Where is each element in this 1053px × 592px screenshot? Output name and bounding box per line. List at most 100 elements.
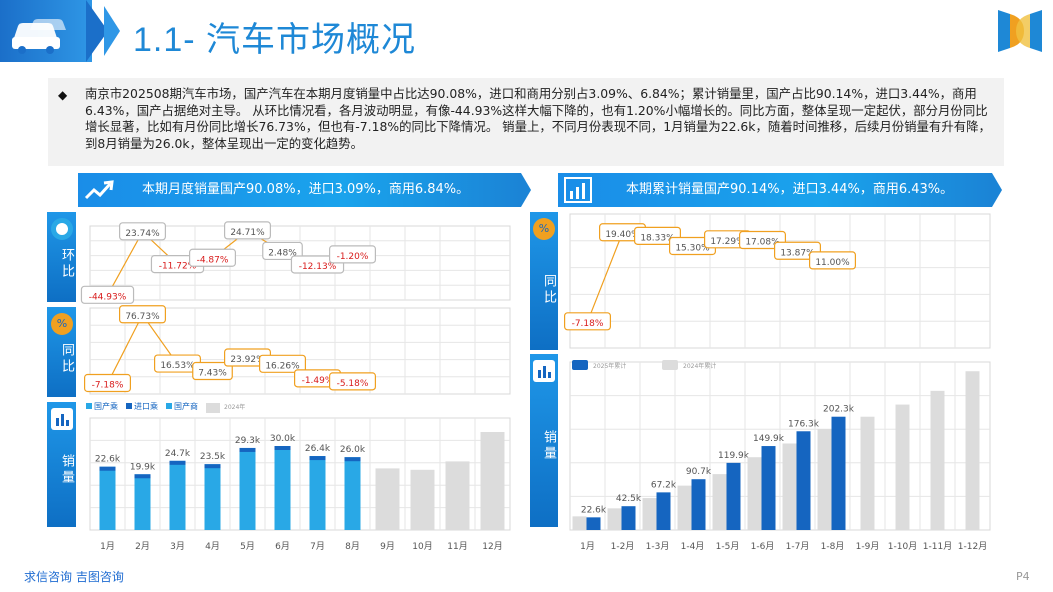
cum-bar-2024 — [572, 516, 587, 530]
x-tick-label: 1月 — [580, 541, 595, 552]
legend-label: 国产乘 — [94, 401, 118, 411]
cum-bar-2024 — [817, 429, 832, 530]
monthly-bar-label: 23.5k — [200, 452, 226, 462]
tongbi-chart-badge — [83, 373, 131, 393]
monthly-bar — [99, 466, 116, 530]
brand-logo — [994, 4, 1046, 60]
tab-xiaoliang-right: 销量 — [530, 354, 558, 527]
monthly-bar-label: 26.4k — [305, 444, 331, 454]
header-chevron — [86, 0, 108, 62]
x-tick-label: 1-9月 — [856, 541, 880, 552]
monthly-bar-top — [239, 447, 256, 452]
monthly-bar — [274, 446, 291, 530]
bar-chart-icon — [51, 408, 73, 430]
huanbi-chart-badge — [329, 245, 377, 264]
cum-tongbi-chart-label: 13.87% — [780, 248, 815, 258]
legend-label: 2024年累计 — [683, 362, 716, 370]
monthly-bar — [239, 447, 256, 530]
cum-bar-2025 — [831, 416, 846, 530]
tongbi-chart-label: 16.26% — [265, 361, 300, 371]
tongbi-chart-label: 76.73% — [125, 312, 160, 322]
legend-swatch — [572, 360, 588, 370]
tab-xiaoliang: 销量 — [47, 402, 76, 527]
cum-bar-label: 176.3k — [788, 419, 820, 429]
tongbi-chart-badge — [329, 372, 377, 391]
cum-tongbi-chart-badge — [773, 241, 821, 260]
monthly-bar — [344, 457, 361, 530]
cum-bar-label: 149.9k — [753, 434, 785, 444]
monthly-bar-label: 26.0k — [340, 445, 366, 455]
percent-icon: % — [51, 313, 73, 335]
cum-bar-2024 — [712, 474, 727, 530]
x-tick-label: 7月 — [310, 541, 325, 552]
huanbi-chart-label: -11.72% — [159, 262, 197, 272]
cum-bar-2025 — [761, 446, 776, 530]
right-banner: 本期累计销量国产90.14%，进口3.44%，商用6.43%。 — [558, 173, 992, 207]
tongbi-chart-label: 16.53% — [160, 361, 195, 371]
cum-bar-label: 119.9k — [718, 451, 750, 461]
monthly-bar-top — [99, 466, 116, 471]
legend-swatch — [126, 403, 132, 409]
huanbi-chart-label: 23.74% — [125, 229, 160, 239]
huanbi-chart-label: -12.13% — [299, 262, 337, 272]
legend-swatch — [86, 403, 92, 409]
summary-text: 南京市202508期汽车市场，国产汽车在本期月度销量中占比达90.08%，进口和… — [85, 86, 991, 151]
trend-up-icon — [84, 180, 114, 200]
left-banner: 本期月度销量国产90.08%，进口3.09%，商用6.84%。 — [78, 173, 521, 207]
banner-tail — [992, 173, 1002, 207]
tab-label: 环比 — [59, 248, 74, 280]
huanbi-chart-badge — [224, 221, 272, 240]
monthly-bar — [134, 474, 151, 530]
monthly-bar — [204, 464, 221, 530]
cum-tongbi-chart-badge — [738, 230, 786, 250]
tongbi-chart-label: -1.49% — [302, 376, 334, 386]
cum-tongbi-chart-label: 18.33% — [640, 233, 675, 243]
tab-tongbi: % 同比 — [47, 307, 76, 397]
left-banner-text: 本期月度销量国产90.08%，进口3.09%，商用6.84%。 — [142, 182, 470, 197]
tab-tongbi-right: % 同比 — [530, 212, 558, 350]
bar-chart-icon — [533, 360, 555, 382]
legend-label: 2024年 — [224, 403, 245, 411]
cum-bar-2025 — [656, 492, 671, 530]
tongbi-chart-badge — [192, 361, 233, 381]
cum-bar-2025 — [726, 462, 741, 530]
x-tick-label: 1-4月 — [681, 541, 705, 552]
x-tick-label: 3月 — [170, 541, 185, 552]
cum-bar-label: 67.2k — [651, 480, 677, 490]
x-tick-label: 4月 — [205, 541, 220, 552]
cum-tongbi-chart-badge — [808, 251, 856, 270]
huanbi-chart-label: 2.48% — [268, 248, 297, 258]
x-tick-label: 2月 — [135, 541, 150, 552]
tongbi-chart-badge — [259, 354, 307, 373]
legend-swatch — [206, 403, 220, 413]
footer-brand[interactable]: 求信咨询 吉图咨询 — [24, 570, 124, 584]
cum-tongbi-chart-badge — [633, 226, 681, 245]
cum-bar-2025 — [796, 431, 811, 530]
monthly-bar — [169, 460, 186, 530]
monthly-bar-label: 30.0k — [270, 434, 296, 444]
monthly-bar-2024 — [410, 469, 435, 530]
summary-box — [48, 78, 1004, 166]
tab-huanbi: 环比 — [47, 212, 76, 302]
target-icon — [51, 218, 73, 240]
x-tick-label: 12月 — [482, 541, 502, 552]
cum-tongbi-chart-label: -7.18% — [572, 319, 604, 329]
tongbi-chart-label: -7.18% — [92, 380, 124, 390]
diamond-bullet-icon: ◆ — [58, 88, 68, 102]
x-tick-label: 1-11月 — [923, 541, 952, 552]
monthly-bar-label: 29.3k — [235, 436, 261, 446]
x-tick-label: 9月 — [380, 541, 395, 552]
huanbi-chart-badge — [189, 248, 237, 267]
x-tick-label: 1-3月 — [646, 541, 670, 552]
cum-bar-2024 — [930, 390, 945, 530]
x-tick-label: 1-5月 — [716, 541, 740, 552]
monthly-bar-label: 19.9k — [130, 462, 156, 472]
monthly-bar-label: 24.7k — [165, 449, 191, 459]
cum-bar-2024 — [677, 485, 692, 530]
cum-bar-label: 22.6k — [581, 505, 607, 515]
page-number: P4 — [1016, 570, 1030, 583]
cum-tongbi-chart-label: 15.30% — [675, 243, 710, 253]
right-banner-text: 本期累计销量国产90.14%，进口3.44%，商用6.43%。 — [626, 182, 954, 197]
tab-label: 同比 — [541, 274, 556, 306]
